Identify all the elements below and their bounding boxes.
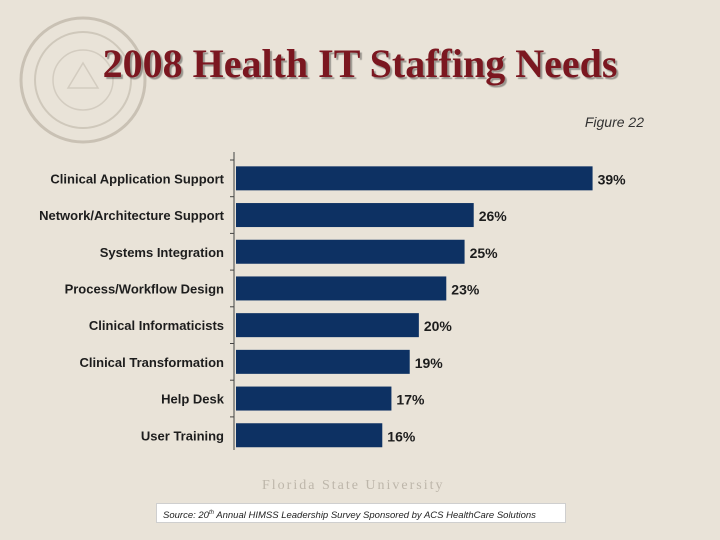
source-prefix: Source: 20 [163, 510, 209, 522]
bar [236, 423, 383, 448]
source-note: Source: 20th Annual HIMSS Leadership Sur… [156, 503, 566, 523]
university-seal-icon [19, 16, 147, 144]
watermark: Florida State University [262, 478, 445, 493]
category-label: Help Desk [161, 392, 225, 407]
category-label: Clinical Application Support [50, 171, 224, 186]
bar [236, 313, 419, 338]
source-suffix: Annual HIMSS Leadership Survey Sponsored… [213, 510, 536, 522]
value-label: 39% [598, 171, 627, 187]
source-superscript: th [208, 510, 214, 516]
category-label: Systems Integration [100, 245, 224, 260]
value-label: 19% [415, 355, 444, 371]
value-label: 26% [479, 208, 508, 224]
page-title: 2008 Health IT Staffing Needs [102, 41, 618, 86]
bar-chart: Clinical Application Support 39% Network/A… [39, 152, 627, 450]
value-label: 20% [424, 318, 453, 334]
bar [236, 349, 410, 374]
value-label: 23% [451, 281, 480, 297]
bar [236, 166, 593, 191]
bar [236, 239, 465, 264]
figure-label: Figure 22 [584, 114, 644, 130]
category-label: User Training [141, 428, 224, 443]
value-label: 25% [470, 245, 499, 261]
value-label: 17% [396, 392, 425, 408]
bar [236, 203, 474, 228]
category-label: Process/Workflow Design [65, 281, 224, 296]
value-label: 16% [387, 428, 416, 444]
bar [236, 386, 392, 411]
category-label: Clinical Transformation [80, 355, 225, 370]
category-label: Clinical Informaticists [89, 318, 224, 333]
category-label: Network/Architecture Support [39, 208, 225, 223]
bar [236, 276, 447, 301]
